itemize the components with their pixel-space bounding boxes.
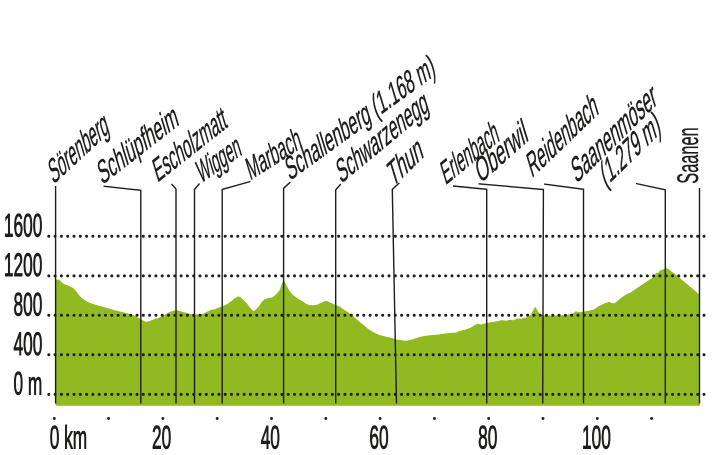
svg-text:80: 80: [478, 421, 497, 455]
svg-text:60: 60: [369, 421, 388, 455]
svg-text:800: 800: [13, 288, 42, 323]
svg-text:0 m: 0 m: [14, 367, 43, 402]
svg-text:20: 20: [152, 421, 171, 455]
svg-text:40: 40: [261, 421, 280, 455]
svg-text:1600: 1600: [4, 209, 42, 244]
svg-text:400: 400: [13, 328, 42, 363]
svg-text:100: 100: [582, 421, 611, 455]
svg-text:Saanen: Saanen: [672, 127, 706, 183]
svg-text:1200: 1200: [4, 249, 42, 284]
svg-text:0 km: 0 km: [50, 421, 87, 455]
